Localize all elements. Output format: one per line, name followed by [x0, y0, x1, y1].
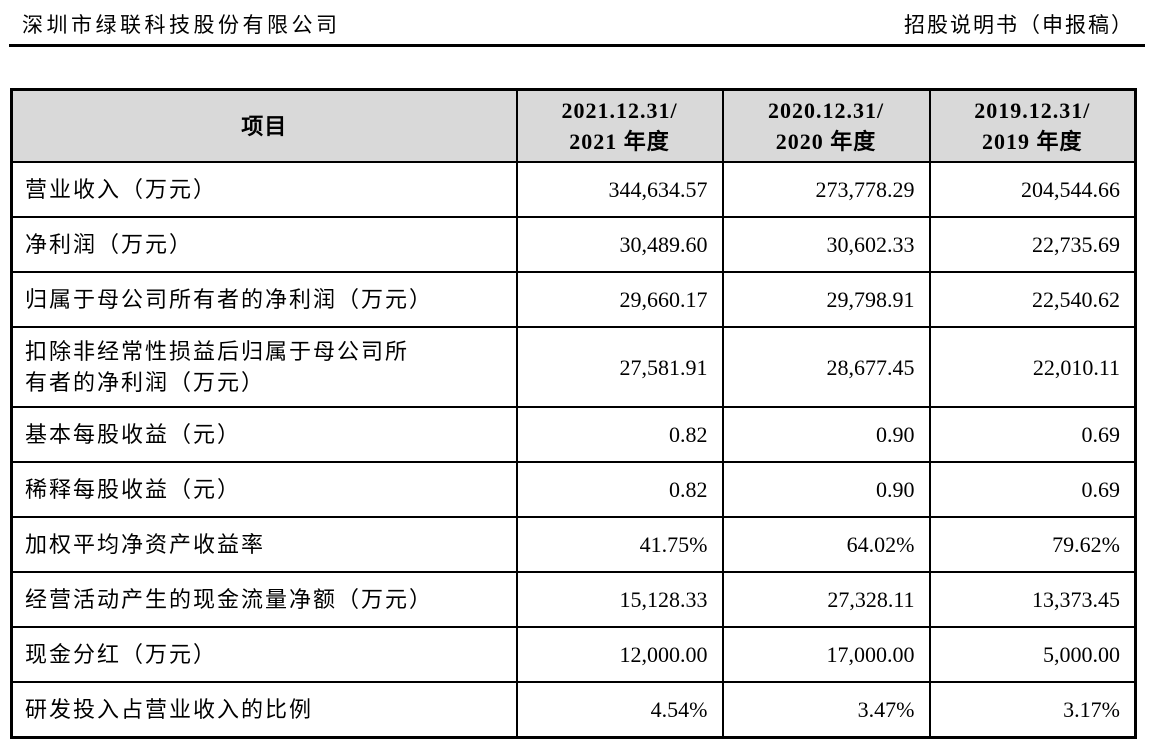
- value-2019: 0.69: [928, 461, 1137, 518]
- table-row: 净利润（万元） 30,489.60 30,602.33 22,735.69: [10, 216, 1137, 273]
- value-2020: 17,000.00: [721, 626, 931, 683]
- row-label: 营业收入（万元）: [10, 161, 518, 218]
- table-header-row: 项目 2021.12.31/ 2021 年度 2020.12.31/ 2020 …: [10, 88, 1137, 163]
- table-row: 经营活动产生的现金流量净额（万元） 15,128.33 27,328.11 13…: [10, 571, 1137, 628]
- value-2019: 13,373.45: [928, 571, 1137, 628]
- column-header-item: 项目: [10, 88, 518, 163]
- row-label: 基本每股收益（元）: [10, 406, 518, 463]
- value-2020: 0.90: [721, 406, 931, 463]
- value-2021: 41.75%: [515, 516, 724, 573]
- value-2021: 4.54%: [515, 681, 724, 738]
- table-row: 稀释每股收益（元） 0.82 0.90 0.69: [10, 461, 1137, 518]
- column-header-2021: 2021.12.31/ 2021 年度: [515, 88, 724, 163]
- value-2019: 22,010.11: [928, 326, 1137, 408]
- table-row: 基本每股收益（元） 0.82 0.90 0.69: [10, 406, 1137, 463]
- value-2021: 0.82: [515, 461, 724, 518]
- document-title: 招股说明书（申报稿）: [904, 13, 1134, 37]
- value-2021: 12,000.00: [515, 626, 724, 683]
- value-2021: 29,660.17: [515, 271, 724, 328]
- table-row: 扣除非经常性损益后归属于母公司所 有者的净利润（万元） 27,581.91 28…: [10, 326, 1137, 408]
- value-2020: 0.90: [721, 461, 931, 518]
- value-2020: 273,778.29: [721, 161, 931, 218]
- value-2019: 204,544.66: [928, 161, 1137, 218]
- header-rule: [9, 44, 1145, 47]
- value-2020: 3.47%: [721, 681, 931, 738]
- table-row: 归属于母公司所有者的净利润（万元） 29,660.17 29,798.91 22…: [10, 271, 1137, 328]
- table-row: 现金分红（万元） 12,000.00 17,000.00 5,000.00: [10, 626, 1137, 683]
- value-2019: 3.17%: [928, 681, 1137, 738]
- value-2020: 27,328.11: [721, 571, 931, 628]
- row-label: 稀释每股收益（元）: [10, 461, 518, 518]
- value-2021: 30,489.60: [515, 216, 724, 273]
- value-2020: 64.02%: [721, 516, 931, 573]
- row-label: 研发投入占营业收入的比例: [10, 681, 518, 738]
- value-2019: 79.62%: [928, 516, 1137, 573]
- value-2019: 5,000.00: [928, 626, 1137, 683]
- table-row: 研发投入占营业收入的比例 4.54% 3.47% 3.17%: [10, 681, 1137, 738]
- table-row: 加权平均净资产收益率 41.75% 64.02% 79.62%: [10, 516, 1137, 573]
- value-2019: 22,735.69: [928, 216, 1137, 273]
- value-2021: 27,581.91: [515, 326, 724, 408]
- row-label: 扣除非经常性损益后归属于母公司所 有者的净利润（万元）: [10, 326, 518, 408]
- value-2021: 0.82: [515, 406, 724, 463]
- value-2020: 30,602.33: [721, 216, 931, 273]
- value-2021: 15,128.33: [515, 571, 724, 628]
- value-2019: 0.69: [928, 406, 1137, 463]
- table-row: 营业收入（万元） 344,634.57 273,778.29 204,544.6…: [10, 161, 1137, 218]
- column-header-2020: 2020.12.31/ 2020 年度: [721, 88, 931, 163]
- value-2019: 22,540.62: [928, 271, 1137, 328]
- value-2020: 29,798.91: [721, 271, 931, 328]
- value-2021: 344,634.57: [515, 161, 724, 218]
- table-header: 项目 2021.12.31/ 2021 年度 2020.12.31/ 2020 …: [10, 88, 1137, 163]
- row-label: 现金分红（万元）: [10, 626, 518, 683]
- row-label: 加权平均净资产收益率: [10, 516, 518, 573]
- financial-summary-table: 项目 2021.12.31/ 2021 年度 2020.12.31/ 2020 …: [10, 88, 1137, 739]
- table-body: 营业收入（万元） 344,634.57 273,778.29 204,544.6…: [10, 161, 1137, 738]
- row-label: 经营活动产生的现金流量净额（万元）: [10, 571, 518, 628]
- value-2020: 28,677.45: [721, 326, 931, 408]
- page-header: 深圳市绿联科技股份有限公司 招股说明书（申报稿）: [0, 0, 1154, 38]
- company-name: 深圳市绿联科技股份有限公司: [22, 13, 341, 37]
- row-label: 净利润（万元）: [10, 216, 518, 273]
- column-header-2019: 2019.12.31/ 2019 年度: [928, 88, 1137, 163]
- row-label: 归属于母公司所有者的净利润（万元）: [10, 271, 518, 328]
